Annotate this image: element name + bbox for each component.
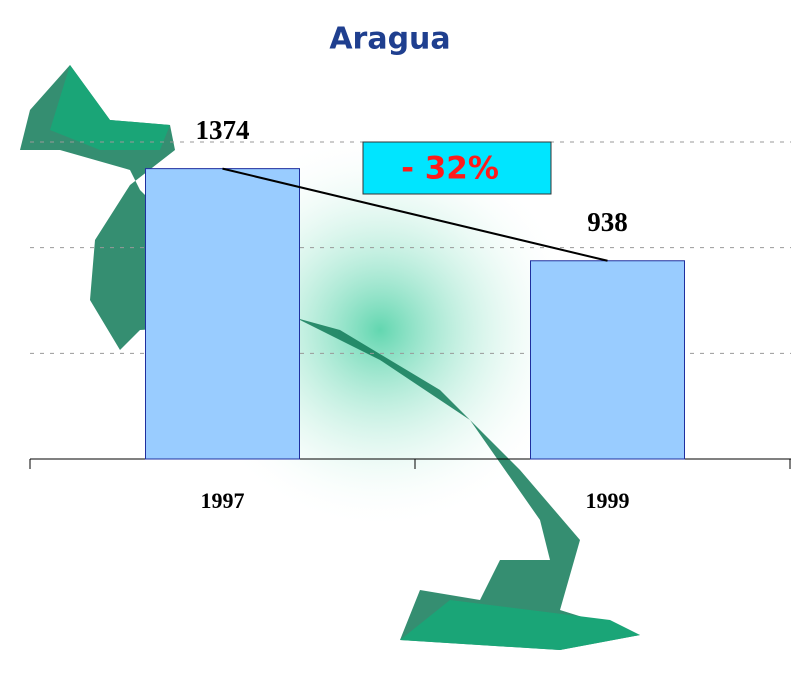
chart-title: Aragua [329, 22, 450, 57]
annotation-box [362, 141, 552, 195]
annotation: - 32% [401, 151, 499, 187]
value-label: 938 [587, 207, 628, 237]
bar [145, 168, 300, 460]
change-line [222, 167, 608, 262]
x-tick-label: 1997 [201, 488, 245, 513]
value-label: 1374 [196, 115, 250, 145]
x-tick-label: 1999 [586, 488, 630, 513]
bar [530, 260, 685, 460]
